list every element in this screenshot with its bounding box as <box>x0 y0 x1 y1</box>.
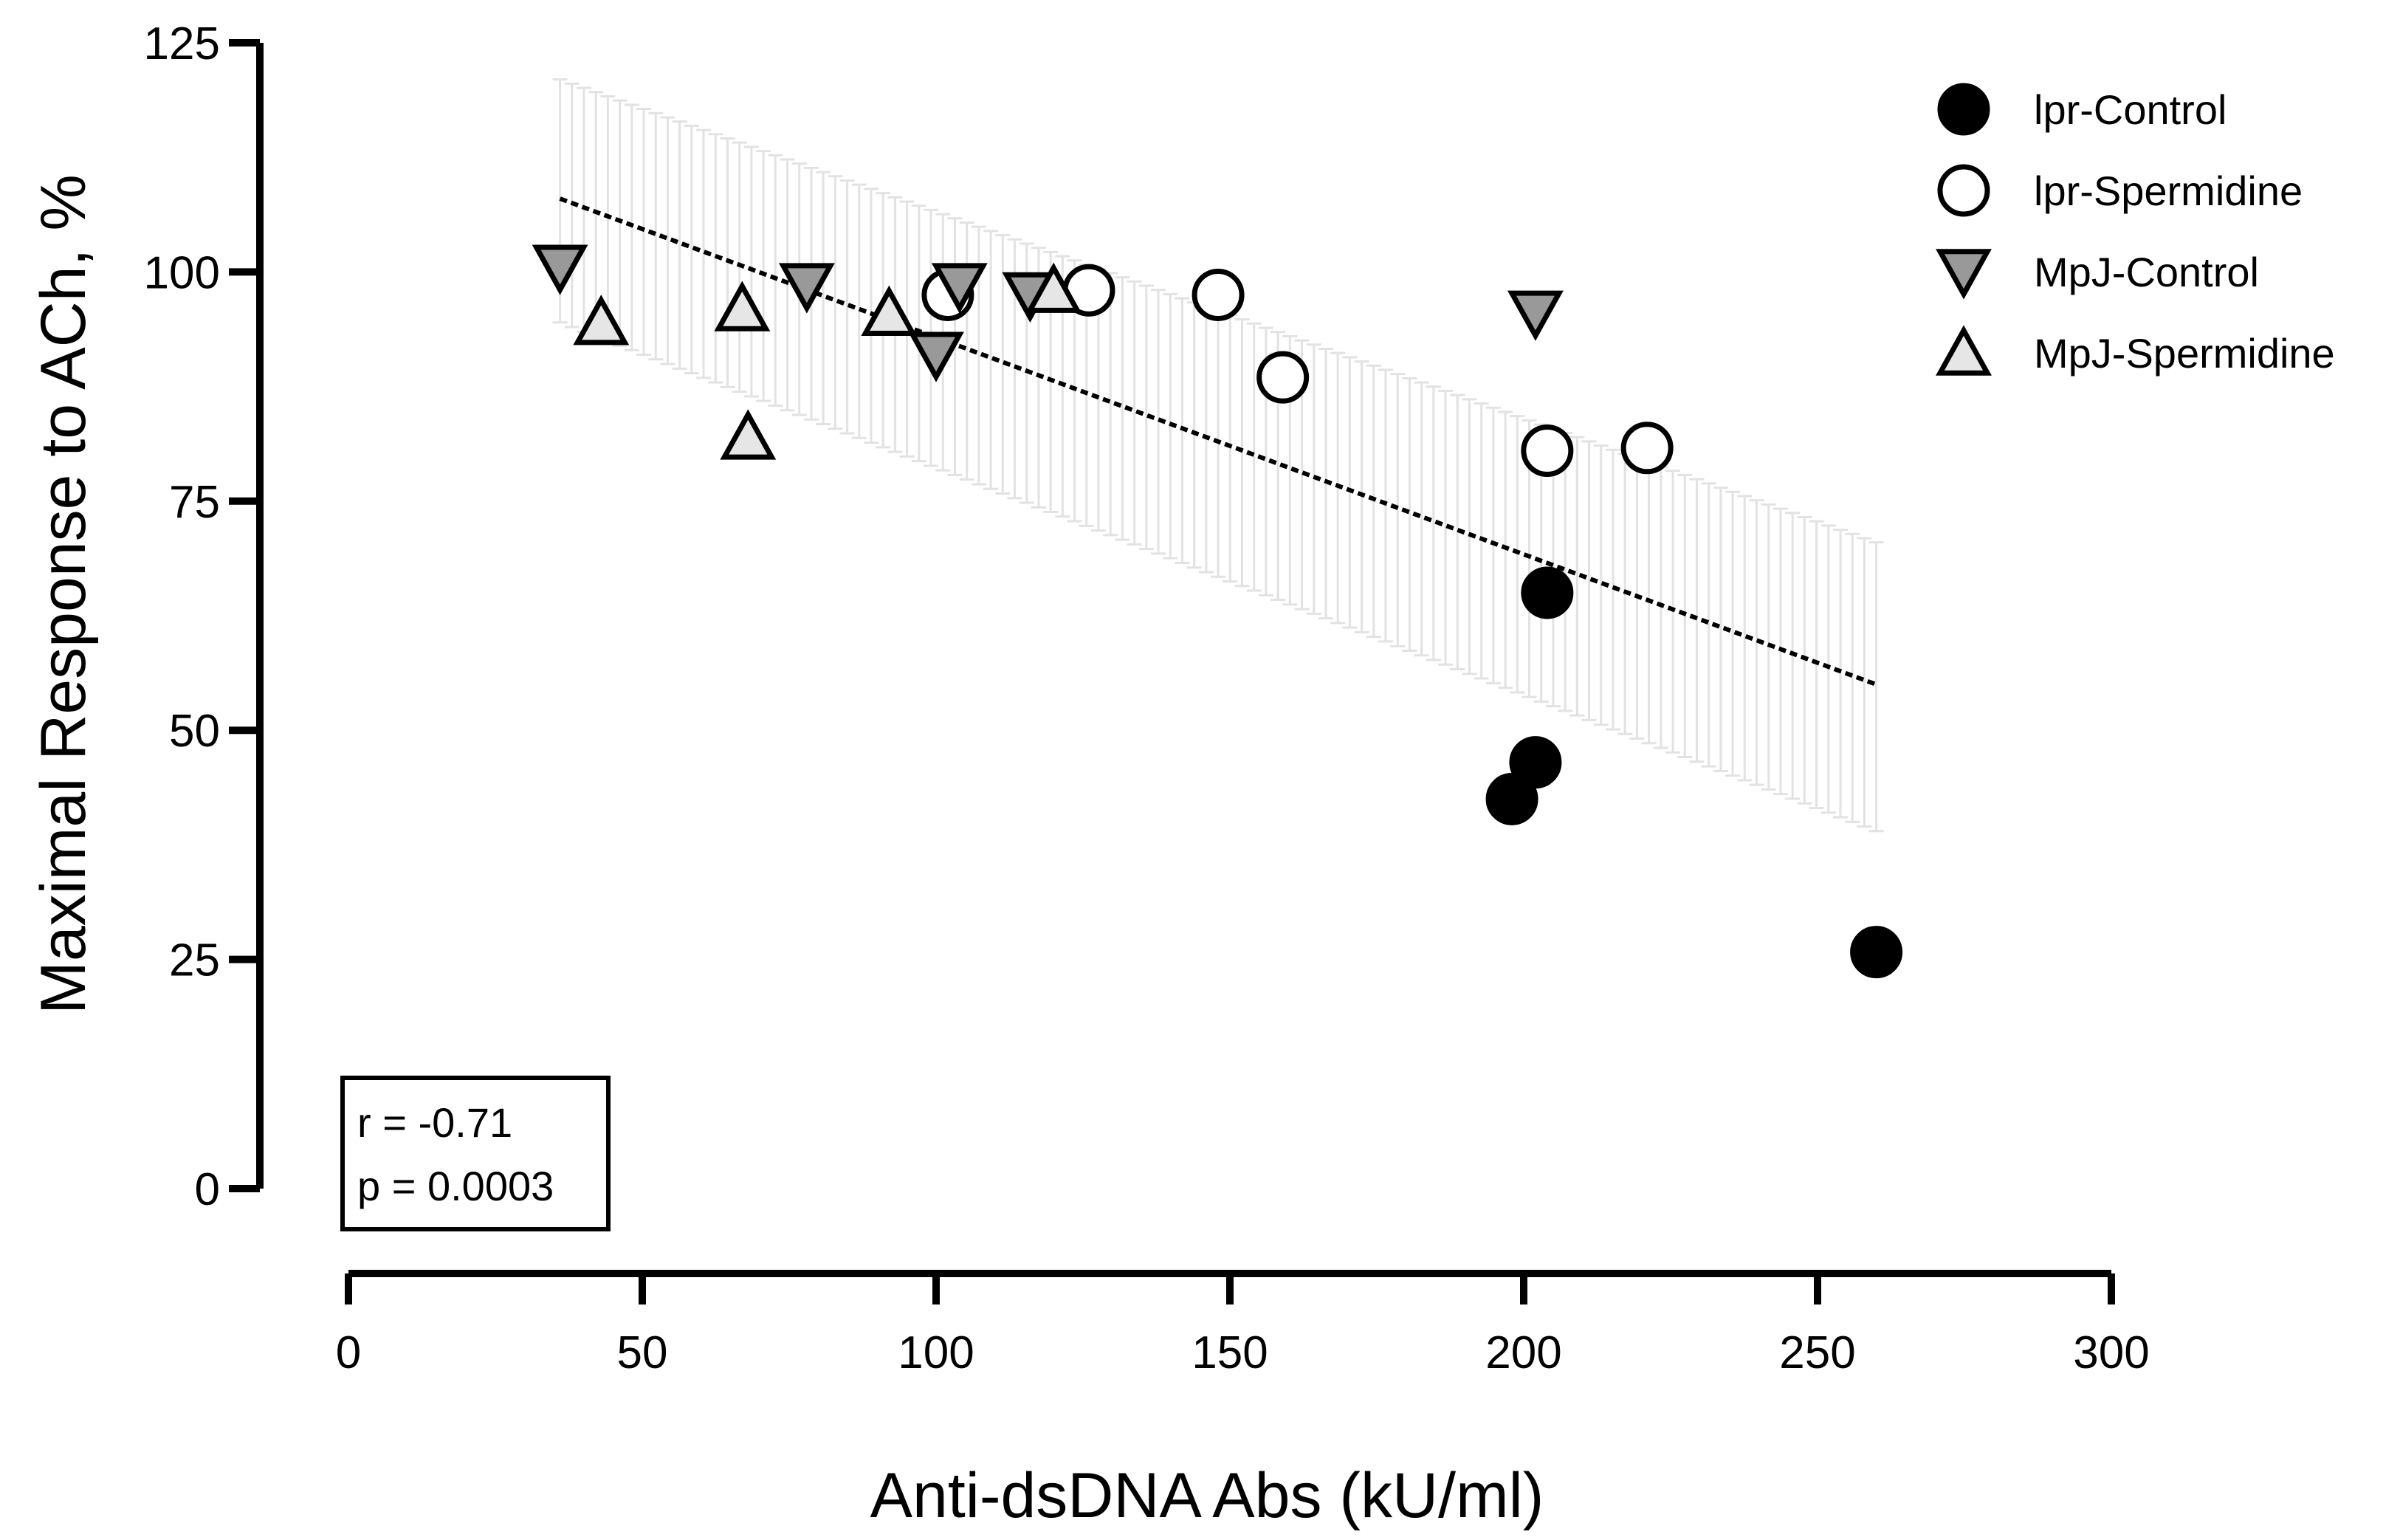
data-point <box>1850 926 1903 979</box>
y-tick-label: 25 <box>169 935 220 986</box>
data-point <box>532 244 588 295</box>
data-point <box>1620 422 1674 475</box>
p-value: p = 0.0003 <box>357 1163 554 1209</box>
axes: 0 25 50 75 100 125 0 50 100 150 200 250 300 <box>144 18 2150 1378</box>
x-tick-label: 300 <box>2073 1327 2149 1378</box>
y-axis-title: Maximal Response to ACh, % <box>28 174 99 1014</box>
r-value: r = -0.71 <box>357 1099 512 1146</box>
x-tick-label: 250 <box>1779 1327 1855 1378</box>
legend-marker <box>1937 164 1990 217</box>
data-point <box>908 331 964 382</box>
data-point <box>778 263 835 314</box>
y-tick-label: 50 <box>169 706 220 757</box>
y-tick-label: 0 <box>195 1164 220 1215</box>
data-point <box>1256 351 1310 404</box>
x-tick-label: 200 <box>1485 1327 1561 1378</box>
data-point <box>714 281 771 331</box>
data-point <box>1025 262 1082 313</box>
data-point <box>573 295 630 346</box>
x-tick-label: 100 <box>898 1327 974 1378</box>
legend-marker <box>1936 325 1992 376</box>
x-axis-title: Anti-dsDNA Abs (kU/ml) <box>870 1460 1544 1531</box>
x-tick-label: 0 <box>336 1327 361 1378</box>
data-point <box>1485 772 1538 825</box>
legend-marker <box>1936 249 1992 300</box>
y-tick-label: 125 <box>144 18 220 69</box>
data-point <box>1509 736 1562 789</box>
y-tick-label: 100 <box>144 247 220 298</box>
legend-label: lpr-Spermidine <box>2034 168 2303 214</box>
stats-box-border <box>340 1076 611 1231</box>
y-tick-label: 75 <box>169 477 220 528</box>
legend-label: MpJ-Control <box>2034 249 2259 295</box>
data-point <box>1192 268 1245 321</box>
regression-line-path <box>559 196 1877 687</box>
legend-label: MpJ-Spermidine <box>2034 330 2335 377</box>
x-tick-label: 150 <box>1192 1327 1268 1378</box>
x-tick-label: 50 <box>617 1327 668 1378</box>
regression-line <box>559 196 1877 687</box>
stats-box: r = -0.71 p = 0.0003 <box>340 1076 611 1231</box>
data-point <box>931 263 988 314</box>
data-point <box>861 285 918 336</box>
data-point <box>1521 424 1574 478</box>
data-point <box>720 409 777 460</box>
legend-label: lpr-Control <box>2034 86 2227 133</box>
legend: lpr-Control lpr-Spermidine MpJ-Control MpJ-… <box>1936 83 2335 377</box>
data-point <box>1521 566 1574 619</box>
data-point <box>1507 290 1564 341</box>
data-points <box>532 244 1903 979</box>
legend-marker <box>1937 83 1990 136</box>
